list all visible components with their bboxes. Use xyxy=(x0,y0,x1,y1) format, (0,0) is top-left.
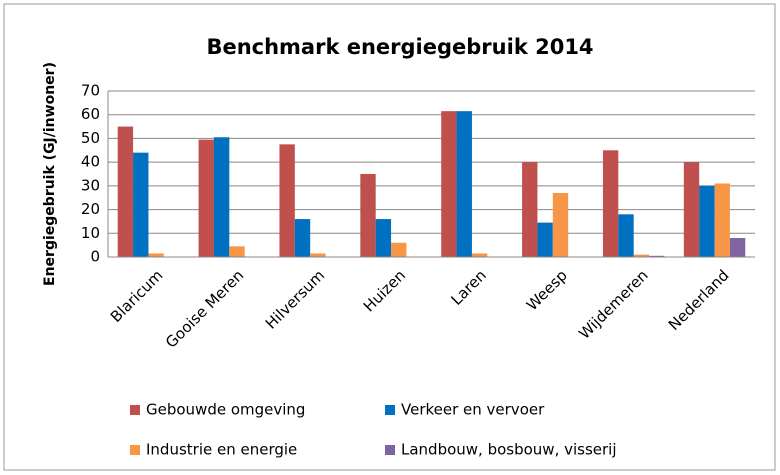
y-tick-label: 30 xyxy=(81,176,100,194)
bar xyxy=(279,144,295,257)
y-tick-label: 20 xyxy=(81,200,100,218)
legend-swatch xyxy=(130,405,140,415)
bar xyxy=(471,253,488,257)
y-tick-label: 0 xyxy=(90,248,100,266)
bar xyxy=(456,111,472,258)
legend-swatch xyxy=(130,445,140,455)
bar xyxy=(391,242,407,257)
legend-swatch xyxy=(385,445,395,455)
bar xyxy=(360,174,376,257)
bar xyxy=(198,139,214,257)
bar xyxy=(522,162,538,257)
bar xyxy=(699,185,715,257)
bar xyxy=(714,183,730,257)
bar xyxy=(213,137,230,257)
legend-label: Landbouw, bosbouw, visserij xyxy=(401,441,617,459)
bar xyxy=(148,253,164,257)
y-tick-label: 40 xyxy=(81,153,100,171)
legend-label: Gebouwde omgeving xyxy=(146,401,305,419)
bar xyxy=(537,222,553,257)
bar xyxy=(552,192,569,257)
bar xyxy=(633,254,650,257)
bar xyxy=(683,162,700,257)
chart-title: Benchmark energiegebruik 2014 xyxy=(206,35,593,59)
y-axis-label: Energiegebruik (GJ/inwoner) xyxy=(42,62,58,286)
y-tick-label: 70 xyxy=(81,82,100,100)
y-tick-label: 10 xyxy=(81,224,100,242)
bar xyxy=(133,152,149,257)
bar xyxy=(729,238,746,257)
bar xyxy=(310,253,326,257)
y-tick-label: 60 xyxy=(81,105,100,123)
bar xyxy=(618,214,634,257)
bar xyxy=(375,219,392,257)
bar xyxy=(441,111,457,258)
legend-label: Industrie en energie xyxy=(146,441,297,459)
bar xyxy=(294,219,311,257)
y-tick-label: 50 xyxy=(81,129,100,147)
bar xyxy=(229,246,245,257)
legend-swatch xyxy=(385,405,395,415)
legend-label: Verkeer en vervoer xyxy=(401,401,545,419)
bar xyxy=(602,150,619,257)
bar xyxy=(117,126,134,257)
bar xyxy=(649,255,665,257)
